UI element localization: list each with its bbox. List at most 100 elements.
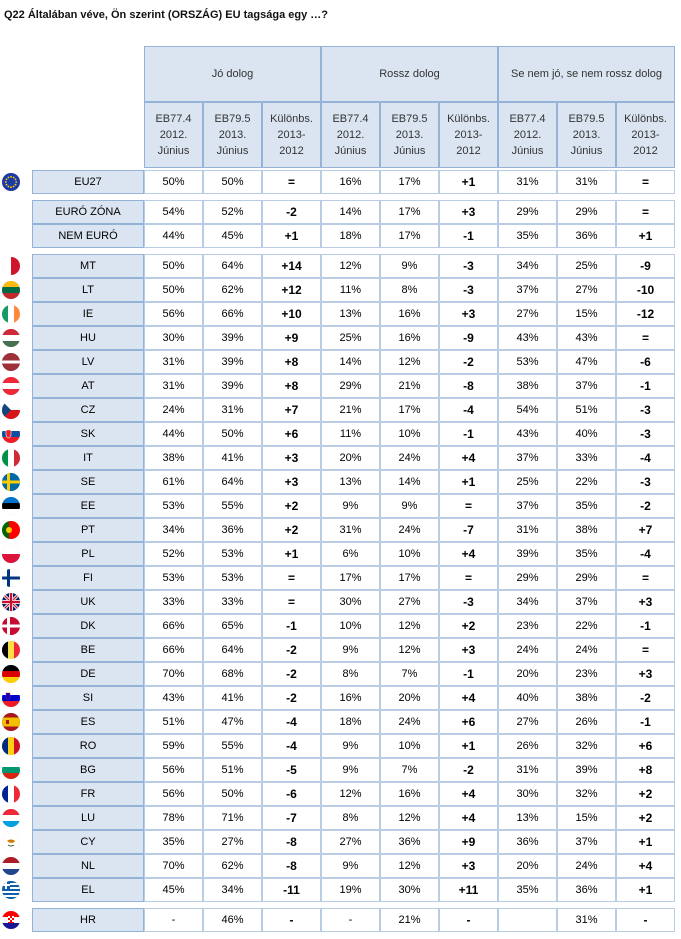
- percentage-cell: 50%: [203, 170, 262, 194]
- difference-cell: -6: [262, 782, 321, 806]
- difference-cell: -9: [439, 326, 498, 350]
- column-header: Különbs. 2013- 2012: [616, 102, 675, 168]
- percentage-cell: 11%: [321, 278, 380, 302]
- difference-cell: -5: [262, 758, 321, 782]
- difference-cell: +4: [439, 446, 498, 470]
- difference-cell: +3: [616, 662, 675, 686]
- percentage-cell: 35%: [557, 494, 616, 518]
- difference-cell: +2: [262, 518, 321, 542]
- percentage-cell: 31%: [557, 170, 616, 194]
- country-label: SE: [32, 470, 144, 494]
- difference-cell: +3: [262, 446, 321, 470]
- spain-flag-icon: [2, 713, 20, 731]
- percentage-cell: 27%: [557, 278, 616, 302]
- percentage-cell: 29%: [498, 200, 557, 224]
- column-header: EB77.4 2012. Június: [144, 102, 203, 168]
- percentage-cell: 10%: [321, 614, 380, 638]
- germany-flag-icon: [2, 665, 20, 683]
- percentage-cell: 25%: [557, 254, 616, 278]
- country-label: FI: [32, 566, 144, 590]
- percentage-cell: 24%: [380, 710, 439, 734]
- romania-flag-icon: [2, 737, 20, 755]
- cyprus-flag-icon: [2, 833, 20, 851]
- percentage-cell: 20%: [321, 446, 380, 470]
- difference-cell: =: [616, 170, 675, 194]
- percentage-cell: 36%: [557, 878, 616, 902]
- difference-cell: -4: [262, 710, 321, 734]
- percentage-cell: 14%: [321, 200, 380, 224]
- percentage-cell: 31%: [498, 170, 557, 194]
- country-label: MT: [32, 254, 144, 278]
- country-label: SI: [32, 686, 144, 710]
- percentage-cell: 51%: [203, 758, 262, 782]
- percentage-cell: 13%: [321, 302, 380, 326]
- difference-cell: -3: [616, 422, 675, 446]
- percentage-cell: 71%: [203, 806, 262, 830]
- percentage-cell: 27%: [380, 590, 439, 614]
- column-header: EB79.5 2013. Június: [380, 102, 439, 168]
- difference-cell: -1: [439, 224, 498, 248]
- percentage-cell: 54%: [144, 200, 203, 224]
- difference-cell: -2: [616, 494, 675, 518]
- difference-cell: +3: [439, 638, 498, 662]
- column-header: EB77.4 2012. Június: [498, 102, 557, 168]
- difference-cell: -4: [616, 542, 675, 566]
- percentage-cell: 64%: [203, 638, 262, 662]
- percentage-cell: 40%: [498, 686, 557, 710]
- difference-cell: -7: [262, 806, 321, 830]
- percentage-cell: 31%: [321, 518, 380, 542]
- percentage-cell: 37%: [498, 278, 557, 302]
- difference-cell: +3: [439, 200, 498, 224]
- portugal-flag-icon: [2, 521, 20, 539]
- percentage-cell: 7%: [380, 758, 439, 782]
- percentage-cell: 38%: [557, 686, 616, 710]
- percentage-cell: 40%: [557, 422, 616, 446]
- percentage-cell: 13%: [321, 470, 380, 494]
- difference-cell: -2: [439, 350, 498, 374]
- difference-cell: -3: [439, 254, 498, 278]
- percentage-cell: 70%: [144, 662, 203, 686]
- difference-cell: +4: [439, 806, 498, 830]
- difference-cell: -4: [262, 734, 321, 758]
- difference-cell: +6: [262, 422, 321, 446]
- percentage-cell: 12%: [380, 854, 439, 878]
- hungary-flag-icon: [2, 329, 20, 347]
- percentage-cell: 55%: [203, 734, 262, 758]
- percentage-cell: 59%: [144, 734, 203, 758]
- percentage-cell: 11%: [321, 422, 380, 446]
- country-label: EURÓ ZÓNA: [32, 200, 144, 224]
- difference-cell: +2: [439, 614, 498, 638]
- percentage-cell: 36%: [380, 830, 439, 854]
- difference-cell: -4: [616, 446, 675, 470]
- column-header: Különbs. 2013- 2012: [439, 102, 498, 168]
- percentage-cell: 24%: [380, 518, 439, 542]
- percentage-cell: 43%: [498, 422, 557, 446]
- percentage-cell: 16%: [321, 170, 380, 194]
- difference-cell: -8: [262, 830, 321, 854]
- percentage-cell: 66%: [203, 302, 262, 326]
- difference-cell: +2: [616, 782, 675, 806]
- percentage-cell: 53%: [203, 566, 262, 590]
- country-label: LV: [32, 350, 144, 374]
- czech-flag-icon: [2, 401, 20, 419]
- croatia-flag-icon: [2, 911, 20, 929]
- difference-cell: -12: [616, 302, 675, 326]
- country-label: CZ: [32, 398, 144, 422]
- percentage-cell: 25%: [321, 326, 380, 350]
- percentage-cell: 37%: [498, 494, 557, 518]
- group-header: Jó dolog: [144, 46, 321, 102]
- difference-cell: +8: [262, 350, 321, 374]
- difference-cell: -1: [439, 422, 498, 446]
- percentage-cell: 17%: [380, 170, 439, 194]
- percentage-cell: 55%: [203, 494, 262, 518]
- difference-cell: +3: [616, 590, 675, 614]
- percentage-cell: 39%: [203, 326, 262, 350]
- difference-cell: +8: [616, 758, 675, 782]
- percentage-cell: 30%: [380, 878, 439, 902]
- difference-cell: =: [439, 494, 498, 518]
- difference-cell: +11: [439, 878, 498, 902]
- percentage-cell: 14%: [321, 350, 380, 374]
- difference-cell: -2: [616, 686, 675, 710]
- difference-cell: +1: [439, 170, 498, 194]
- percentage-cell: 24%: [498, 638, 557, 662]
